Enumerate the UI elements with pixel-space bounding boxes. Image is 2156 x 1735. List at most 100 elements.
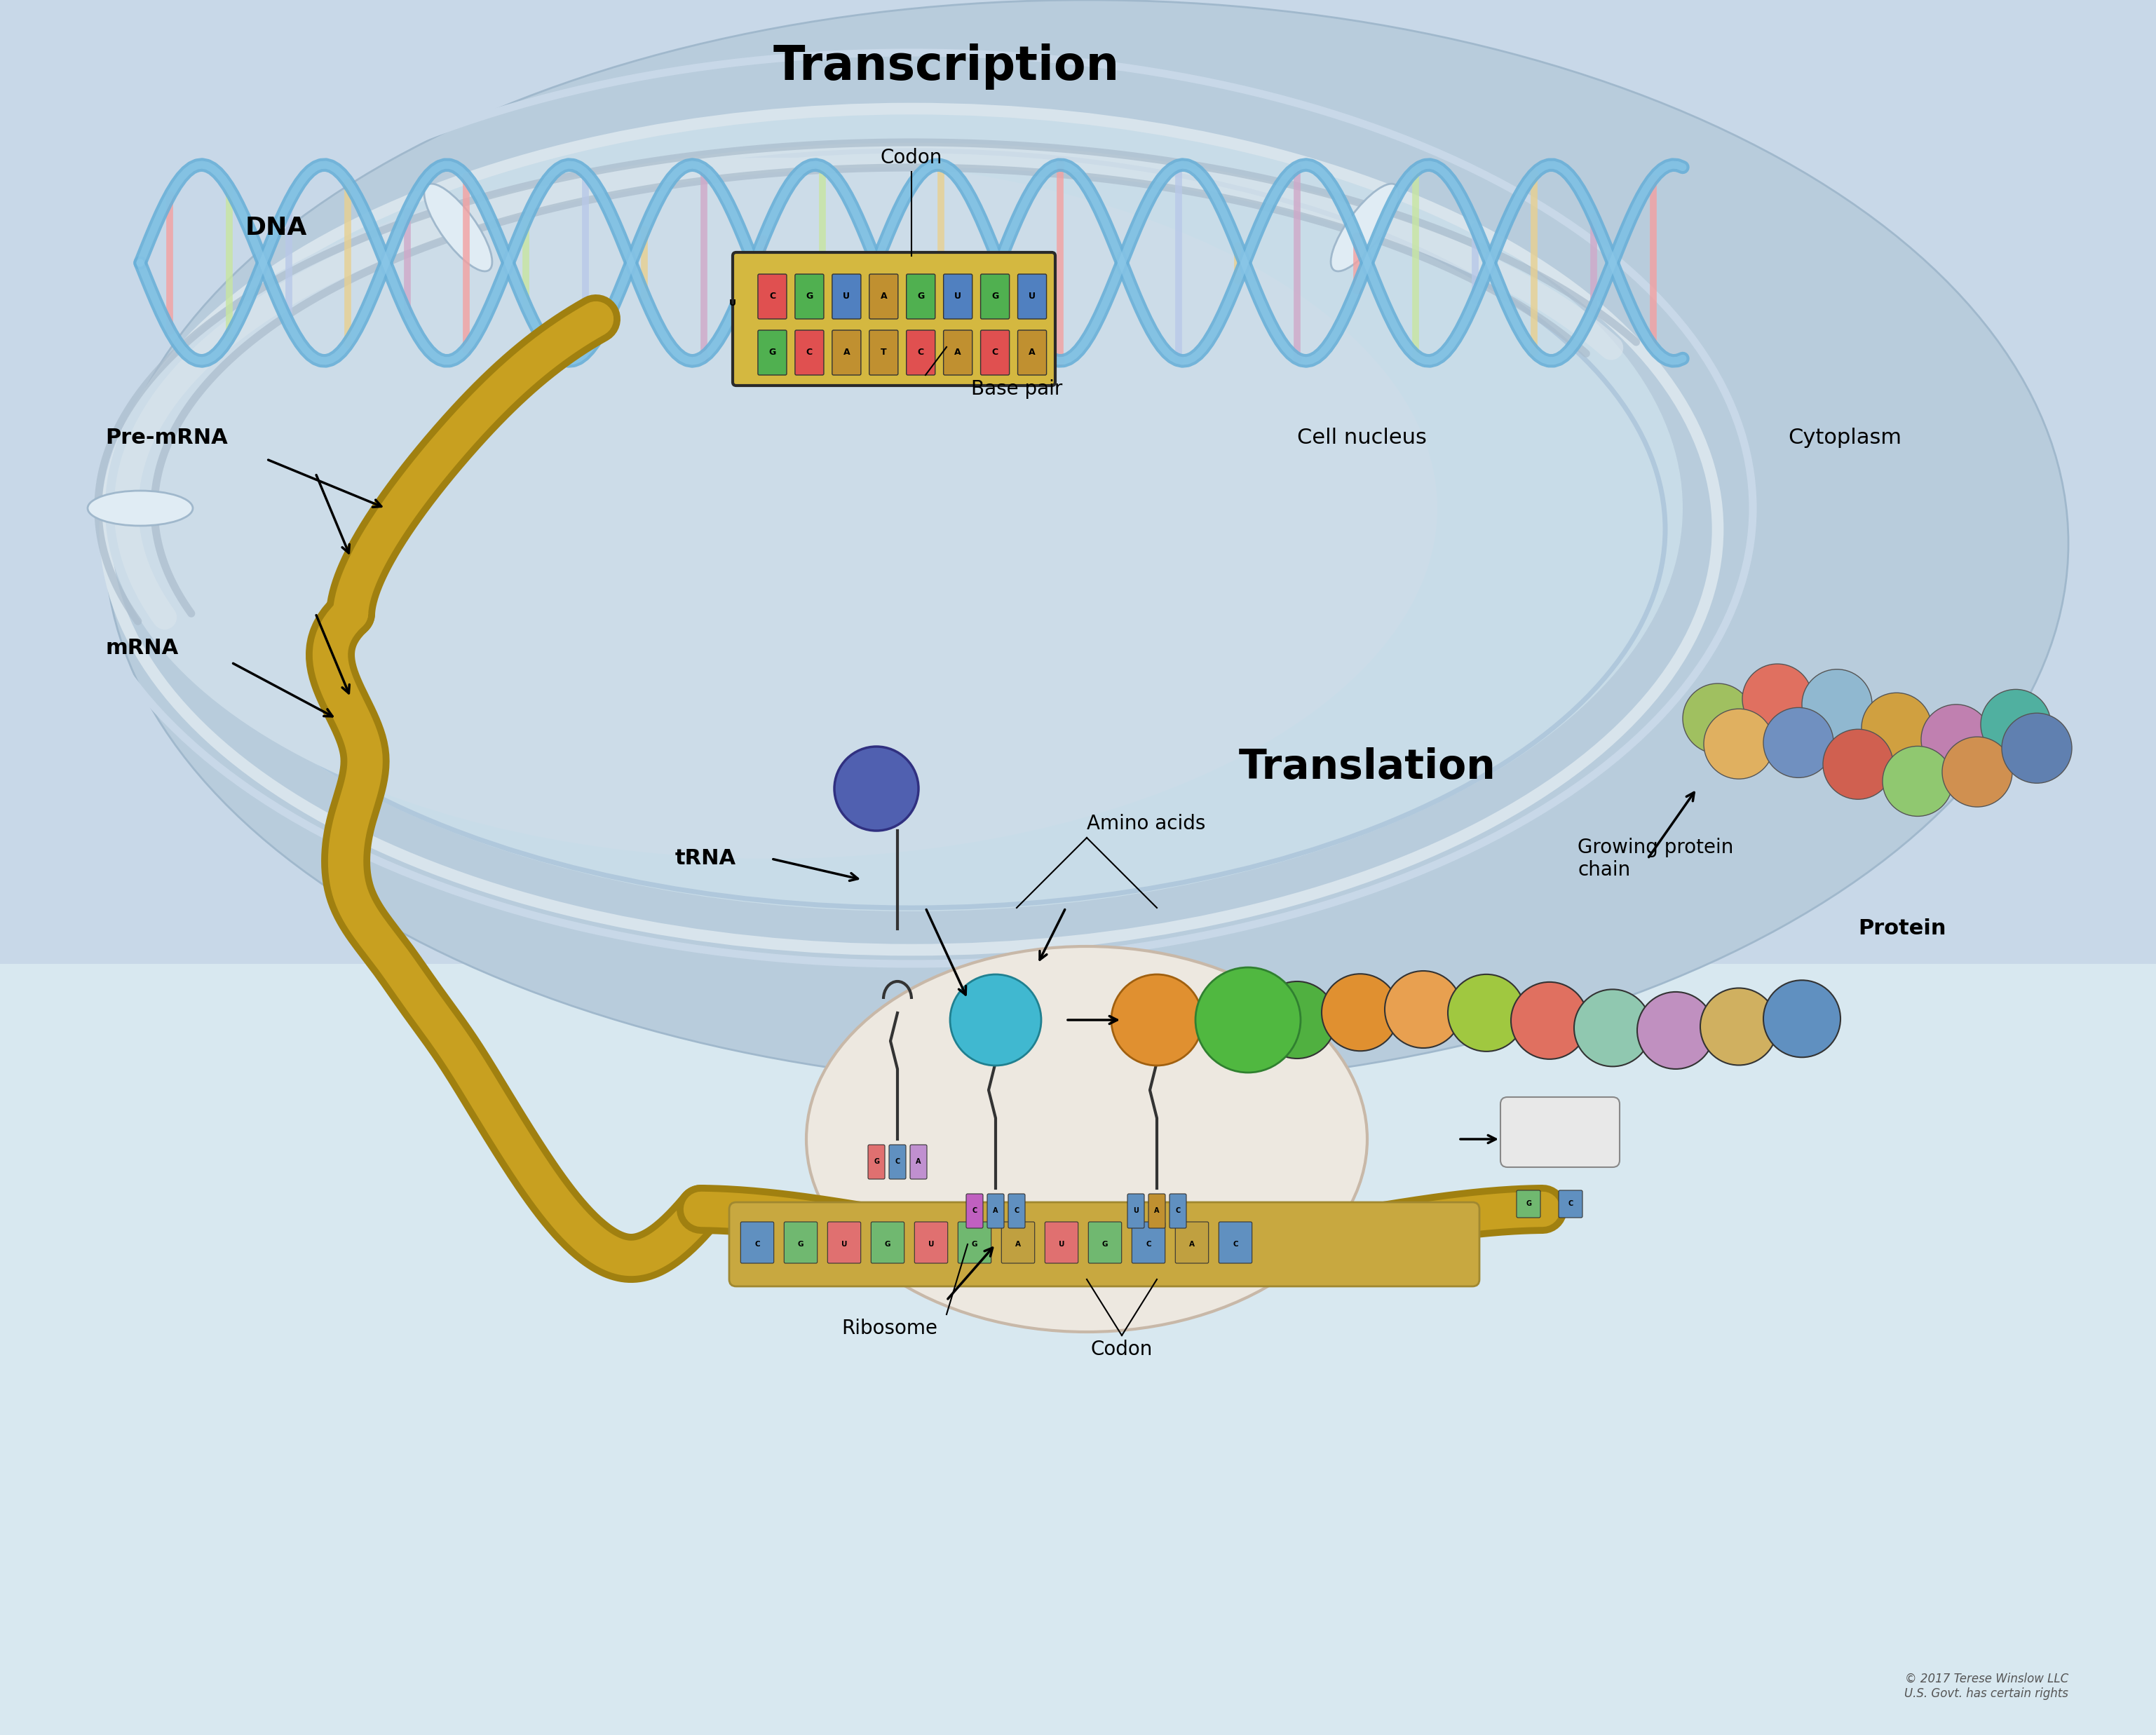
Text: G: G	[884, 1241, 890, 1247]
Circle shape	[1882, 746, 1953, 815]
FancyBboxPatch shape	[832, 330, 860, 375]
Text: T: T	[880, 349, 886, 357]
Text: Protein: Protein	[1858, 918, 1947, 939]
Text: A: A	[1028, 349, 1035, 357]
Circle shape	[1259, 982, 1337, 1058]
FancyBboxPatch shape	[1000, 1221, 1035, 1263]
FancyBboxPatch shape	[1516, 1190, 1539, 1218]
Ellipse shape	[425, 184, 492, 271]
Text: A: A	[1153, 1208, 1160, 1214]
FancyBboxPatch shape	[869, 330, 899, 375]
Circle shape	[1449, 975, 1524, 1051]
FancyBboxPatch shape	[0, 965, 2156, 1735]
FancyBboxPatch shape	[966, 1194, 983, 1228]
Text: Base pair: Base pair	[970, 380, 1063, 399]
Text: C: C	[1567, 1201, 1574, 1208]
FancyBboxPatch shape	[987, 1194, 1005, 1228]
Text: Codon: Codon	[1091, 1339, 1153, 1359]
Ellipse shape	[951, 975, 1041, 1065]
Text: Amino acids: Amino acids	[1087, 814, 1205, 833]
Circle shape	[1636, 992, 1714, 1069]
Circle shape	[1742, 665, 1813, 734]
FancyBboxPatch shape	[957, 1221, 992, 1263]
Circle shape	[1943, 737, 2012, 807]
FancyBboxPatch shape	[1018, 274, 1046, 319]
Text: U: U	[843, 291, 849, 302]
FancyBboxPatch shape	[1046, 1221, 1078, 1263]
Text: G: G	[1102, 1241, 1108, 1247]
Text: Translation: Translation	[1240, 748, 1496, 788]
Ellipse shape	[1110, 975, 1203, 1065]
FancyBboxPatch shape	[742, 1221, 774, 1263]
Ellipse shape	[106, 158, 1438, 859]
Text: A: A	[916, 1157, 921, 1166]
Ellipse shape	[834, 746, 918, 831]
Circle shape	[1921, 704, 1992, 774]
Circle shape	[1701, 987, 1777, 1065]
FancyBboxPatch shape	[1501, 1097, 1619, 1168]
FancyBboxPatch shape	[869, 274, 899, 319]
Text: Codon: Codon	[880, 147, 942, 168]
FancyBboxPatch shape	[1128, 1194, 1145, 1228]
FancyBboxPatch shape	[1149, 1194, 1164, 1228]
FancyBboxPatch shape	[796, 274, 824, 319]
Text: C: C	[1013, 1208, 1020, 1214]
Text: U: U	[841, 1241, 847, 1247]
Text: C: C	[755, 1241, 759, 1247]
Text: C: C	[1175, 1208, 1181, 1214]
Text: G: G	[873, 1157, 880, 1166]
Text: U: U	[955, 291, 962, 302]
FancyBboxPatch shape	[871, 1221, 903, 1263]
FancyBboxPatch shape	[910, 1145, 927, 1180]
Text: A: A	[1190, 1241, 1194, 1247]
FancyBboxPatch shape	[1218, 1221, 1253, 1263]
Circle shape	[1682, 684, 1753, 753]
Ellipse shape	[88, 491, 192, 526]
Text: G: G	[806, 291, 813, 302]
FancyBboxPatch shape	[906, 274, 936, 319]
FancyBboxPatch shape	[828, 1221, 860, 1263]
FancyBboxPatch shape	[1175, 1221, 1210, 1263]
FancyBboxPatch shape	[914, 1221, 949, 1263]
Text: Pre-mRNA: Pre-mRNA	[106, 429, 229, 448]
Text: © 2017 Terese Winslow LLC
U.S. Govt. has certain rights: © 2017 Terese Winslow LLC U.S. Govt. has…	[1904, 1673, 2068, 1700]
FancyBboxPatch shape	[906, 330, 936, 375]
Circle shape	[1764, 980, 1841, 1057]
FancyBboxPatch shape	[759, 330, 787, 375]
Text: U: U	[729, 298, 735, 309]
FancyBboxPatch shape	[832, 274, 860, 319]
Text: C: C	[918, 349, 925, 357]
Text: C: C	[1233, 1241, 1238, 1247]
Text: U: U	[927, 1241, 934, 1247]
Text: A: A	[1015, 1241, 1020, 1247]
FancyBboxPatch shape	[733, 252, 1054, 385]
Circle shape	[1511, 982, 1589, 1058]
Ellipse shape	[806, 946, 1367, 1332]
Text: A: A	[955, 349, 962, 357]
Circle shape	[1703, 710, 1774, 779]
Circle shape	[1802, 670, 1871, 739]
Text: Cytoplasm: Cytoplasm	[1787, 429, 1902, 448]
Circle shape	[1384, 972, 1462, 1048]
FancyBboxPatch shape	[729, 1202, 1479, 1286]
FancyBboxPatch shape	[869, 1145, 884, 1180]
Text: C: C	[806, 349, 813, 357]
Text: mRNA: mRNA	[106, 638, 179, 659]
FancyBboxPatch shape	[1009, 1194, 1024, 1228]
Ellipse shape	[1330, 184, 1399, 271]
Text: G: G	[992, 291, 998, 302]
FancyBboxPatch shape	[981, 330, 1009, 375]
FancyBboxPatch shape	[944, 330, 972, 375]
Circle shape	[1981, 689, 2050, 760]
Text: C: C	[1145, 1241, 1151, 1247]
Text: U: U	[1134, 1208, 1138, 1214]
Text: A: A	[843, 349, 849, 357]
Text: A: A	[994, 1208, 998, 1214]
FancyBboxPatch shape	[1559, 1190, 1583, 1218]
FancyBboxPatch shape	[944, 274, 972, 319]
Circle shape	[1322, 973, 1399, 1051]
Circle shape	[1764, 708, 1833, 777]
Text: G: G	[770, 349, 776, 357]
Circle shape	[1824, 729, 1893, 800]
Text: Transcription: Transcription	[774, 43, 1119, 90]
